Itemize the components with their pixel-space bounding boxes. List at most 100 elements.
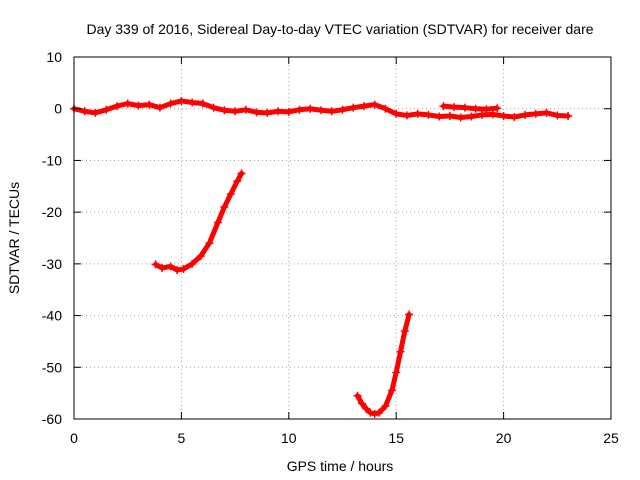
data-point (471, 104, 480, 113)
data-point (166, 99, 175, 108)
data-point (499, 111, 508, 120)
data-point (145, 100, 154, 109)
data-point (478, 110, 487, 119)
y-tick-label: -10 (42, 152, 62, 168)
data-point (402, 111, 411, 120)
data-point (306, 104, 315, 113)
data-point (237, 169, 246, 178)
data-point (188, 98, 197, 107)
y-tick-label: -40 (42, 308, 62, 324)
data-point (362, 404, 371, 413)
data-point (80, 107, 89, 116)
data-point (226, 190, 235, 199)
data-point (112, 102, 121, 111)
data-point (456, 113, 465, 122)
data-point (155, 103, 164, 112)
data-point (317, 106, 326, 115)
y-tick-label: -50 (42, 359, 62, 375)
plot-frame (73, 56, 612, 420)
x-tick-label: 25 (603, 430, 619, 446)
data-point (510, 112, 519, 121)
x-axis-label: GPS time / hours (287, 458, 394, 474)
data-point (482, 105, 491, 114)
data-point (445, 111, 454, 120)
data-point (467, 112, 476, 121)
data-point (102, 105, 111, 114)
data-point (179, 265, 188, 274)
data-point (375, 408, 384, 417)
data-point (488, 110, 497, 119)
data-point (220, 106, 229, 115)
data-point (209, 103, 218, 112)
x-tick-label: 10 (281, 430, 297, 446)
y-tick-label: 10 (46, 49, 62, 65)
data-point (241, 105, 250, 114)
data-point (387, 386, 396, 395)
data-point (521, 110, 530, 119)
chart-title: Day 339 of 2016, Sidereal Day-to-day VTE… (86, 21, 593, 37)
data-point (134, 101, 143, 110)
data-point (349, 103, 358, 112)
x-tick-label: 5 (178, 430, 186, 446)
data-point (359, 102, 368, 111)
data-point (370, 100, 379, 109)
data-point (327, 107, 336, 116)
data-point (564, 111, 573, 120)
data-point (366, 408, 375, 417)
data-point (173, 266, 182, 275)
data-point (196, 252, 205, 261)
data-point (381, 402, 390, 411)
data-point (493, 104, 502, 113)
data-point (205, 239, 214, 248)
x-tick-label: 15 (388, 430, 404, 446)
y-tick-label: 0 (54, 101, 62, 117)
y-tick-labels: 10 0 -10 -20 -30 -40 -50 -60 (42, 49, 62, 427)
data-point (542, 108, 551, 117)
series-2 (151, 169, 246, 275)
data-point (396, 347, 405, 356)
tick-marks (73, 56, 612, 420)
data-point (188, 259, 197, 268)
data-point (213, 218, 222, 227)
data-point (166, 262, 175, 271)
data-point (357, 399, 366, 408)
data-point (91, 108, 100, 117)
data-point (392, 368, 401, 377)
data-point (439, 102, 448, 111)
data-point (435, 112, 444, 121)
data-point (370, 409, 379, 418)
data-point (263, 108, 272, 117)
data-point (295, 105, 304, 114)
data-point (252, 108, 261, 117)
data-point (233, 177, 242, 186)
data-point (123, 99, 132, 108)
data-point (158, 263, 167, 272)
x-tick-labels: 0 5 10 15 20 25 (70, 430, 619, 446)
data-point (198, 99, 207, 108)
series-0 (70, 96, 573, 122)
data-point (231, 107, 240, 116)
series-layer (70, 96, 573, 418)
data-point (151, 260, 160, 269)
series-1 (439, 102, 502, 114)
x-tick-label: 20 (496, 430, 512, 446)
data-point (177, 96, 186, 105)
y-axis-label: SDTVAR / TECUs (6, 182, 22, 294)
data-point (400, 327, 409, 336)
data-point (392, 109, 401, 118)
data-point (405, 310, 414, 319)
data-point (284, 107, 293, 116)
data-point (338, 105, 347, 114)
y-tick-label: -30 (42, 256, 62, 272)
y-tick-label: -60 (42, 411, 62, 427)
data-point (413, 109, 422, 118)
data-point (460, 103, 469, 112)
y-tick-label: -20 (42, 204, 62, 220)
data-point (274, 107, 283, 116)
data-point (450, 103, 459, 112)
data-point (531, 109, 540, 118)
data-point (553, 111, 562, 120)
data-point (424, 110, 433, 119)
